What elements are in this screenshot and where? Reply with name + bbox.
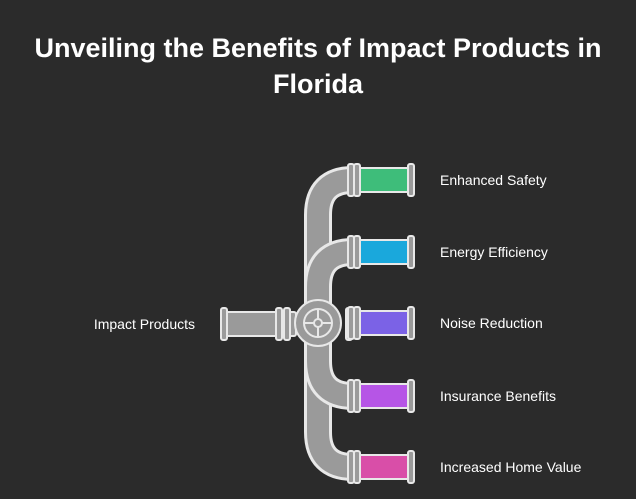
benefit-segment-5	[347, 450, 415, 484]
benefit-tube-4	[359, 383, 409, 409]
valve-icon	[294, 299, 342, 347]
benefit-label-3: Noise Reduction	[440, 315, 543, 331]
page-title: Unveiling the Benefits of Impact Product…	[0, 30, 636, 102]
benefit-tube-2	[359, 239, 409, 265]
benefit-label-2: Energy Efficiency	[440, 244, 548, 260]
benefit-segment-2	[347, 235, 415, 269]
source-label: Impact Products	[93, 316, 195, 332]
benefit-label-1: Enhanced Safety	[440, 172, 547, 188]
benefit-segments	[347, 163, 415, 484]
benefit-tube-1	[359, 167, 409, 193]
benefit-segment-1	[347, 163, 415, 197]
title-line-2: Florida	[272, 69, 363, 99]
benefit-segment-4	[347, 379, 415, 413]
benefit-segment-3	[347, 306, 415, 340]
benefit-label-5: Increased Home Value	[440, 459, 582, 475]
benefit-label-4: Insurance Benefits	[440, 388, 556, 404]
benefit-tube-3	[359, 310, 409, 336]
title-line-1: Unveiling the Benefits of Impact Product…	[34, 33, 602, 63]
benefit-tube-5	[359, 454, 409, 480]
